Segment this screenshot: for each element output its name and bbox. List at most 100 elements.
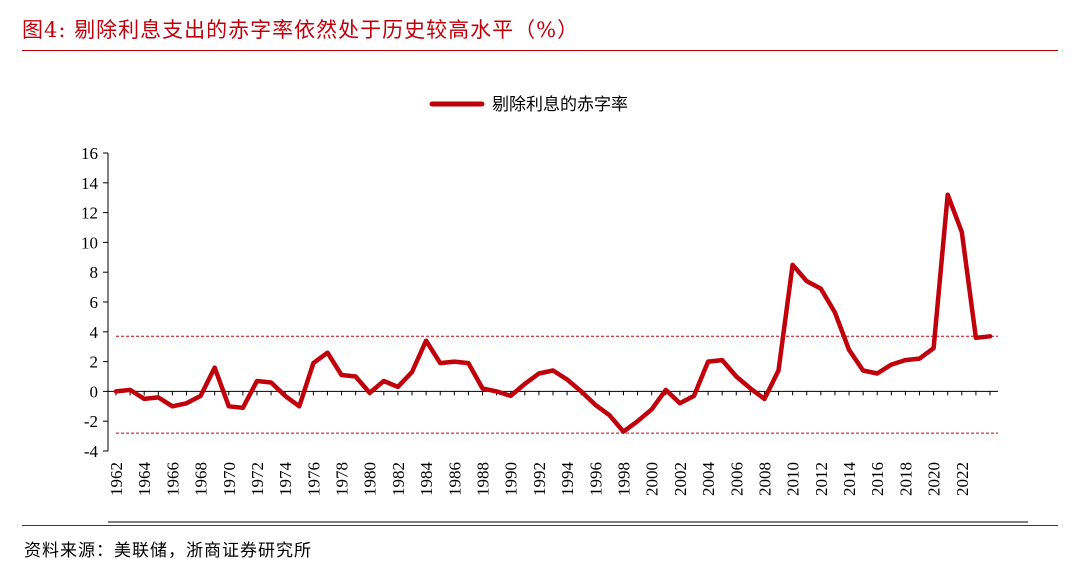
x-tick-label: 2004	[699, 462, 718, 497]
x-tick-label: 1966	[163, 462, 182, 496]
data-point	[792, 264, 794, 266]
x-tick-label: 1980	[361, 462, 380, 496]
data-point	[707, 361, 709, 363]
reference-lines	[116, 335, 998, 434]
data-point	[341, 374, 343, 376]
data-point	[439, 362, 441, 364]
data-point	[848, 349, 850, 351]
x-tick-label: 1976	[304, 462, 323, 496]
x-tick-label: 1992	[530, 462, 549, 496]
x-tick-label: 1996	[586, 462, 605, 496]
data-point	[200, 395, 202, 397]
data-point	[355, 376, 357, 377]
data-point	[129, 389, 131, 391]
x-tick-label: 2022	[953, 462, 972, 496]
y-tick-label: 16	[81, 144, 98, 163]
x-tick-label: 2014	[840, 462, 859, 497]
x-tick-label: 1994	[558, 462, 577, 497]
x-tick-label: 2016	[868, 462, 887, 496]
x-tick-label: 2006	[727, 462, 746, 496]
x-axis-ticks: 1962 1964 1966 1968 1970 1972 1974 1976 1978 1980…	[107, 391, 991, 497]
data-point	[904, 359, 906, 361]
x-tick-label: 2020	[925, 462, 944, 496]
data-point	[820, 288, 822, 290]
data-point	[552, 370, 554, 372]
x-tick-label: 1986	[445, 462, 464, 496]
data-point	[608, 414, 610, 416]
series-layer	[113, 192, 993, 434]
data-point	[242, 407, 244, 409]
data-point	[890, 364, 892, 366]
data-point	[397, 386, 399, 388]
x-tick-label: 1988	[474, 462, 493, 496]
y-tick-label: -2	[84, 412, 98, 431]
x-tick-label: 2008	[755, 462, 774, 496]
data-point	[524, 383, 526, 385]
data-point	[580, 390, 582, 392]
data-point	[834, 311, 836, 313]
x-tick-label: 1984	[417, 462, 436, 497]
data-point	[735, 376, 737, 377]
y-tick-label: 0	[90, 382, 99, 401]
data-point	[919, 358, 921, 360]
series-line	[113, 192, 993, 434]
figure-title: 图4: 剔除利息支出的赤字率依然处于历史较高水平（%）	[22, 18, 580, 42]
data-point	[665, 389, 667, 391]
data-point	[383, 380, 385, 382]
data-point	[496, 390, 498, 392]
data-point	[298, 405, 300, 407]
legend-label: 剔除利息的赤字率	[492, 95, 628, 115]
y-tick-label: 12	[81, 204, 98, 223]
y-tick-label: -4	[84, 442, 99, 461]
chart-legend: 剔除利息的赤字率	[429, 95, 628, 115]
y-tick-label: 6	[90, 293, 99, 312]
x-tick-label: 1972	[248, 462, 267, 496]
x-tick-label: 1978	[333, 462, 352, 496]
x-tick-label: 1998	[614, 462, 633, 496]
data-point	[453, 361, 455, 363]
data-point	[510, 395, 512, 397]
y-tick-label: 2	[90, 353, 99, 372]
y-tick-label: 10	[81, 233, 98, 252]
data-point	[214, 367, 216, 369]
data-point	[933, 347, 935, 349]
x-tick-label: 1974	[276, 462, 295, 497]
x-tick-label: 2000	[643, 462, 662, 496]
x-tick-label: 1964	[135, 462, 154, 497]
x-tick-label: 2012	[812, 462, 831, 496]
data-point	[763, 398, 765, 400]
data-point	[778, 370, 780, 372]
title-divider	[22, 50, 1058, 51]
data-point	[806, 280, 808, 282]
data-point	[637, 420, 639, 422]
data-point	[862, 370, 864, 372]
data-point	[651, 408, 653, 410]
data-point	[326, 352, 328, 354]
y-axis-ticks: 16 14 12 10 8 6 4 2 0 -2 -4	[81, 144, 108, 461]
data-point	[538, 373, 540, 375]
footer-divider	[22, 525, 1058, 526]
x-tick-label: 1990	[502, 462, 521, 496]
data-point	[989, 335, 991, 337]
data-point	[171, 405, 173, 407]
y-tick-label: 8	[90, 263, 99, 282]
data-point	[693, 395, 695, 397]
data-point	[566, 378, 568, 380]
data-point	[467, 362, 469, 364]
data-point	[369, 392, 371, 394]
y-tick-label: 4	[90, 323, 99, 342]
x-tick-label: 1970	[220, 462, 239, 496]
source-note: 资料来源：美联储，浙商证券研究所	[24, 541, 312, 561]
x-tick-label: 2010	[784, 462, 803, 496]
x-tick-label: 1968	[192, 462, 211, 496]
data-point	[157, 396, 159, 398]
data-point	[594, 404, 596, 406]
x-tick-label: 1962	[107, 462, 126, 496]
data-point	[679, 402, 681, 404]
data-point	[228, 405, 230, 407]
data-point	[115, 390, 117, 392]
x-tick-label: 2018	[896, 462, 915, 496]
data-point	[256, 380, 258, 382]
y-tick-label: 14	[81, 174, 99, 193]
data-point	[947, 194, 949, 196]
